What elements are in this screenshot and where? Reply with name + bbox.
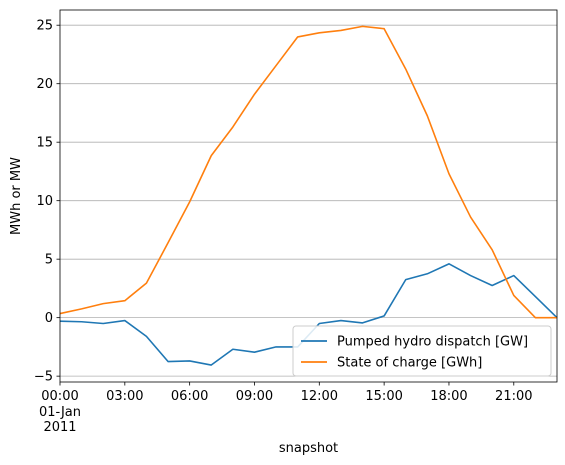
y-tick-label: 20 xyxy=(36,77,53,92)
y-axis-label: MWh or MW xyxy=(9,157,24,235)
x-tick-label: 18:00 xyxy=(430,389,467,404)
x-tick-label: 15:00 xyxy=(365,389,402,404)
x-tick-label: 06:00 xyxy=(171,389,208,404)
x-tick-label: 00:00 xyxy=(41,389,78,404)
y-tick-label: 25 xyxy=(36,19,53,34)
y-tick-label: 15 xyxy=(36,136,53,151)
x-axis: 00:00 03:00 06:00 09:00 12:00 15:00 18:00 21:00… xyxy=(39,382,533,435)
y-tick-label: −5 xyxy=(34,370,53,385)
gridlines xyxy=(60,24,557,377)
series-line-1 xyxy=(59,25,557,319)
y-tick-label: 5 xyxy=(45,253,53,268)
y-tick-label: 0 xyxy=(45,311,53,326)
legend-box xyxy=(292,325,552,377)
x-tick-label: 21:00 xyxy=(495,389,532,404)
plot-area-frame xyxy=(59,9,558,383)
x-tick-sublabel: 2011 xyxy=(43,420,76,435)
series-lines xyxy=(59,25,558,366)
legend-label: Pumped hydro dispatch [GW] xyxy=(337,335,528,350)
x-tick-sublabel: 01-Jan xyxy=(39,405,81,420)
legend-label: State of charge [GWh] xyxy=(337,356,482,371)
y-tick-label: 10 xyxy=(36,194,53,209)
x-tick-label: 12:00 xyxy=(301,389,338,404)
x-tick-label: 09:00 xyxy=(236,389,273,404)
legend: Pumped hydro dispatch [GW] State of charg… xyxy=(292,325,552,377)
x-axis-label: snapshot xyxy=(279,441,338,456)
x-tick-label: 03:00 xyxy=(106,389,143,404)
y-axis: −5 0 5 10 15 20 25 xyxy=(34,19,60,385)
